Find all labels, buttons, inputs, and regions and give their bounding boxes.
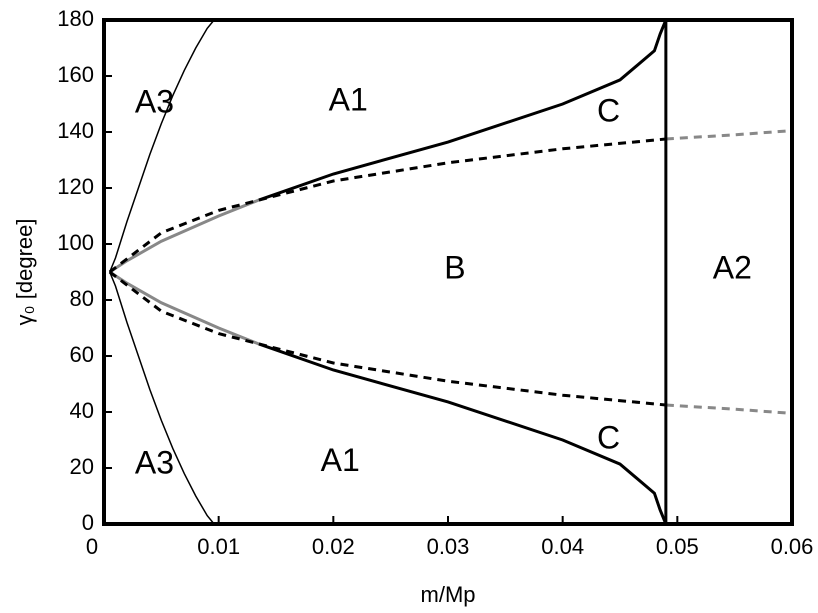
y-tick-label: 60 — [70, 342, 94, 367]
y-tick-label: 160 — [57, 62, 94, 87]
x-tick-label: 0 — [86, 534, 98, 559]
x-tick-label: 0.04 — [541, 534, 584, 559]
curve — [258, 342, 668, 524]
curve — [108, 137, 667, 274]
region-label: A2 — [713, 249, 752, 285]
x-tick-label: 0.05 — [656, 534, 699, 559]
region-label: C — [597, 419, 620, 455]
plot-area — [108, 20, 792, 524]
x-tick-label: 0.01 — [197, 534, 240, 559]
curve — [108, 270, 260, 346]
region-label: A3 — [135, 83, 174, 119]
plot-frame — [102, 18, 794, 526]
region-label: A1 — [321, 442, 360, 478]
y-tick-label: 0 — [82, 510, 94, 535]
region-label: C — [597, 92, 620, 128]
x-tick-label: 0.02 — [312, 534, 355, 559]
y-tick-label: 20 — [70, 454, 94, 479]
region-label: A3 — [135, 445, 174, 481]
y-axis-label: γ₀ [degree] — [12, 219, 37, 326]
curve — [665, 403, 792, 415]
region-label: A1 — [329, 81, 368, 117]
y-tick-label: 80 — [70, 286, 94, 311]
y-tick-label: 100 — [57, 230, 94, 255]
y-tick-label: 180 — [57, 6, 94, 31]
x-tick-label: 0.06 — [771, 534, 814, 559]
curve — [665, 129, 792, 141]
region-label: B — [444, 249, 465, 285]
y-tick-label: 120 — [57, 174, 94, 199]
curve — [108, 270, 667, 407]
curve — [109, 271, 215, 524]
curve — [258, 20, 668, 202]
curve — [109, 20, 215, 273]
x-axis-label: m/Mp — [421, 582, 476, 607]
curve — [108, 198, 260, 274]
x-tick-label: 0.03 — [427, 534, 470, 559]
y-tick-label: 40 — [70, 398, 94, 423]
y-tick-label: 140 — [57, 118, 94, 143]
